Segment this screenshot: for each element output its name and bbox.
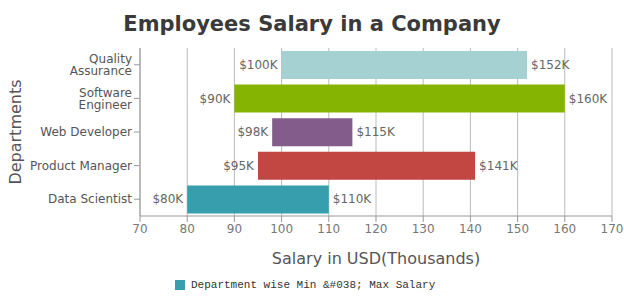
svg-text:$160K: $160K [569,92,609,106]
svg-text:Product Manager: Product Manager [30,159,132,173]
svg-text:SoftwareEngineer: SoftwareEngineer [79,86,133,112]
svg-text:150: 150 [506,222,529,236]
svg-text:140: 140 [459,222,482,236]
html-text:Employees Salary in a Company: Employees Salary in a Company [123,12,501,36]
svg-text:$100K: $100K [239,58,279,72]
svg-text:Departments: Departments [8,79,25,184]
svg-text:$115K: $115K [356,125,396,139]
svg-text:Web Developer: Web Developer [40,125,132,139]
svg-text:Data Scientist: Data Scientist [48,192,132,206]
svg-text:$80K: $80K [152,192,184,206]
svg-text:70: 70 [132,222,147,236]
svg-text:QualityAssurance: QualityAssurance [70,52,132,78]
svg-text:$98K: $98K [237,125,269,139]
svg-text:$152K: $152K [531,58,571,72]
svg-text:$95K: $95K [223,159,255,173]
svg-text:$141K: $141K [479,159,519,173]
svg-text:110: 110 [317,222,340,236]
html-text:Department wise Min &#038; Max: Department wise Min &#038; Max Salary [191,279,436,291]
svg-text:90: 90 [227,222,242,236]
svg-text:120: 120 [365,222,388,236]
svg-text:$90K: $90K [200,92,232,106]
svg-text:Salary in USD(Thousands): Salary in USD(Thousands) [272,249,480,268]
svg-text:80: 80 [180,222,195,236]
svg-text:170: 170 [601,222,616,236]
svg-text:130: 130 [412,222,435,236]
svg-text:160: 160 [553,222,576,236]
svg-text:100: 100 [270,222,293,236]
svg-text:$110K: $110K [333,192,373,206]
